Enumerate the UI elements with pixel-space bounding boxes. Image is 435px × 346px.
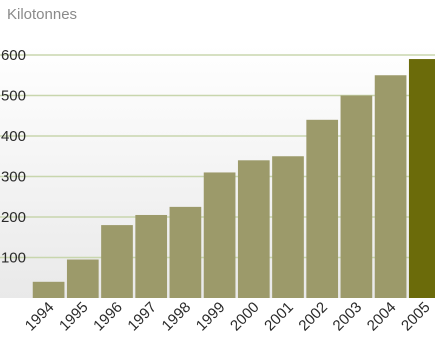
bar-2000 — [237, 160, 270, 298]
y-tick-label: 500 — [1, 88, 26, 105]
unit-label: Kilotonnes — [7, 6, 77, 23]
bar-2005 — [408, 59, 435, 298]
x-tick-label: 1994 — [22, 299, 58, 335]
y-tick-label: 200 — [1, 209, 26, 226]
bar-2001 — [272, 156, 304, 298]
y-axis-ticks: 100 200 300 400 500 600 — [1, 47, 26, 267]
bar-2003 — [340, 95, 373, 298]
x-tick-label: 1996 — [90, 299, 126, 335]
bar-2002 — [306, 119, 339, 298]
bar-1997 — [135, 214, 168, 298]
bar-1999 — [203, 172, 236, 298]
y-tick-label: 300 — [1, 169, 26, 186]
bar-1995 — [66, 259, 99, 298]
bar-2004 — [374, 75, 407, 298]
x-tick-label: 2004 — [364, 299, 400, 335]
x-tick-label: 2005 — [398, 299, 434, 335]
bars — [32, 59, 435, 298]
bar-1998 — [169, 206, 202, 298]
x-tick-label: 2003 — [330, 299, 366, 335]
bar-1996 — [101, 225, 133, 298]
y-tick-label: 400 — [1, 128, 26, 145]
x-tick-label: 2001 — [261, 299, 297, 335]
x-tick-label: 2000 — [227, 299, 263, 335]
x-tick-label: 1995 — [56, 299, 92, 335]
bar-1994 — [32, 281, 65, 298]
x-tick-label: 1998 — [159, 299, 195, 335]
y-tick-label: 600 — [1, 47, 26, 64]
x-axis-ticks: 1994199519961997199819992000200120022003… — [22, 299, 434, 335]
y-tick-label: 100 — [1, 250, 26, 267]
x-tick-label: 1999 — [193, 299, 229, 335]
x-tick-label: 2002 — [295, 299, 331, 335]
x-tick-label: 1997 — [124, 299, 160, 335]
